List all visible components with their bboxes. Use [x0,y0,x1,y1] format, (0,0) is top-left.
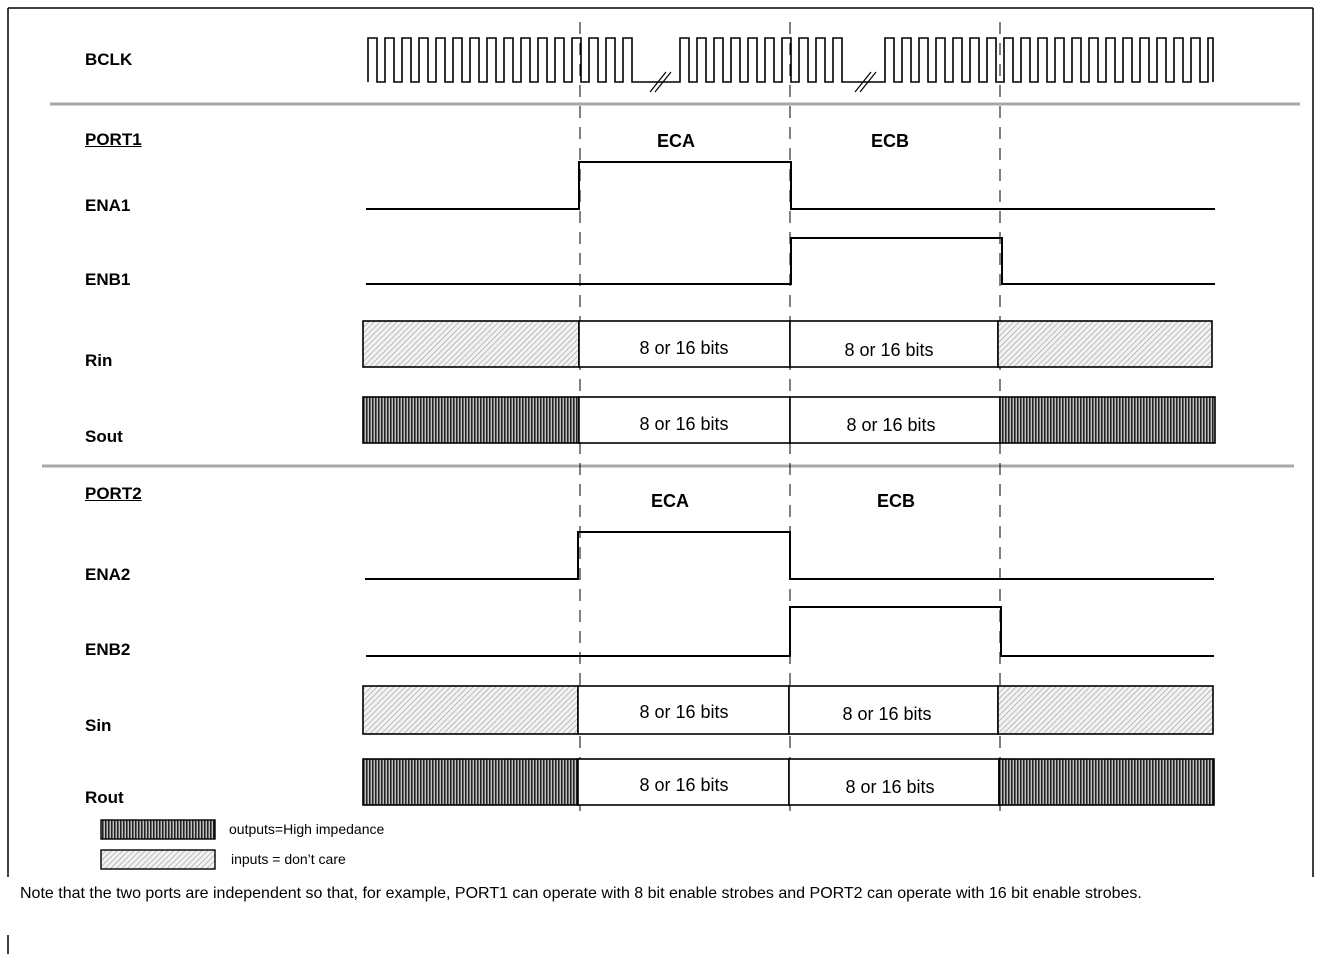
ena2-label: ENA2 [85,565,131,584]
sin-eca-label: 8 or 16 bits [639,702,728,722]
legend-high-impedance-text: outputs=High impedance [229,821,385,837]
ena1-waveform [366,161,1215,210]
rin-slot-ecb [789,320,999,368]
port2-label: PORT2 [85,484,142,503]
bclk-waveform [367,37,1214,83]
rin-dont-care-right [997,320,1213,368]
legend-swatch-dont-care [100,849,216,870]
port2-eca-label: ECA [651,491,689,511]
rout-high-z-left [362,758,579,806]
ena1-label: ENA1 [85,196,131,215]
rin-eca-label: 8 or 16 bits [639,338,728,358]
rin-label: Rin [85,351,113,370]
rout-slot-eca [577,758,790,806]
enb2-label: ENB2 [85,640,131,659]
sout-high-z-right [999,396,1216,444]
legend-swatch-high-impedance [100,819,216,840]
footnote: Note that the two ports are independent … [20,885,1142,902]
sout-slot-eca [578,396,791,444]
enb2-waveform [366,606,1214,657]
rin-ecb-label: 8 or 16 bits [844,340,933,360]
enb1-waveform [366,237,1215,285]
sin-slot-ecb [788,685,999,735]
port2-ecb-label: ECB [877,491,915,511]
sin-dont-care-right [997,685,1214,735]
sin-dont-care-left [362,685,579,735]
enb1-label: ENB1 [85,270,131,289]
sout-label: Sout [85,427,123,446]
legend-dont-care-text: inputs = don’t care [231,851,346,867]
ena2-waveform [365,531,1214,580]
bclk-label: BCLK [85,50,133,69]
port1-eca-label: ECA [657,131,695,151]
clock-break-mark-2 [854,71,877,93]
port1-ecb-label: ECB [871,131,909,151]
sin-slot-eca [577,685,790,735]
rout-high-z-right [998,758,1215,806]
sout-slot-ecb [789,396,1001,444]
sin-label: Sin [85,716,112,735]
sout-eca-label: 8 or 16 bits [639,414,728,434]
rout-eca-label: 8 or 16 bits [639,775,728,795]
port1-label: PORT1 [85,130,142,149]
sout-high-z-left [362,396,580,444]
sout-ecb-label: 8 or 16 bits [846,415,935,435]
sin-ecb-label: 8 or 16 bits [842,704,931,724]
clock-break-mark-1 [649,71,672,93]
rin-dont-care-left [362,320,580,368]
rout-label: Rout [85,788,124,807]
rout-ecb-label: 8 or 16 bits [845,777,934,797]
